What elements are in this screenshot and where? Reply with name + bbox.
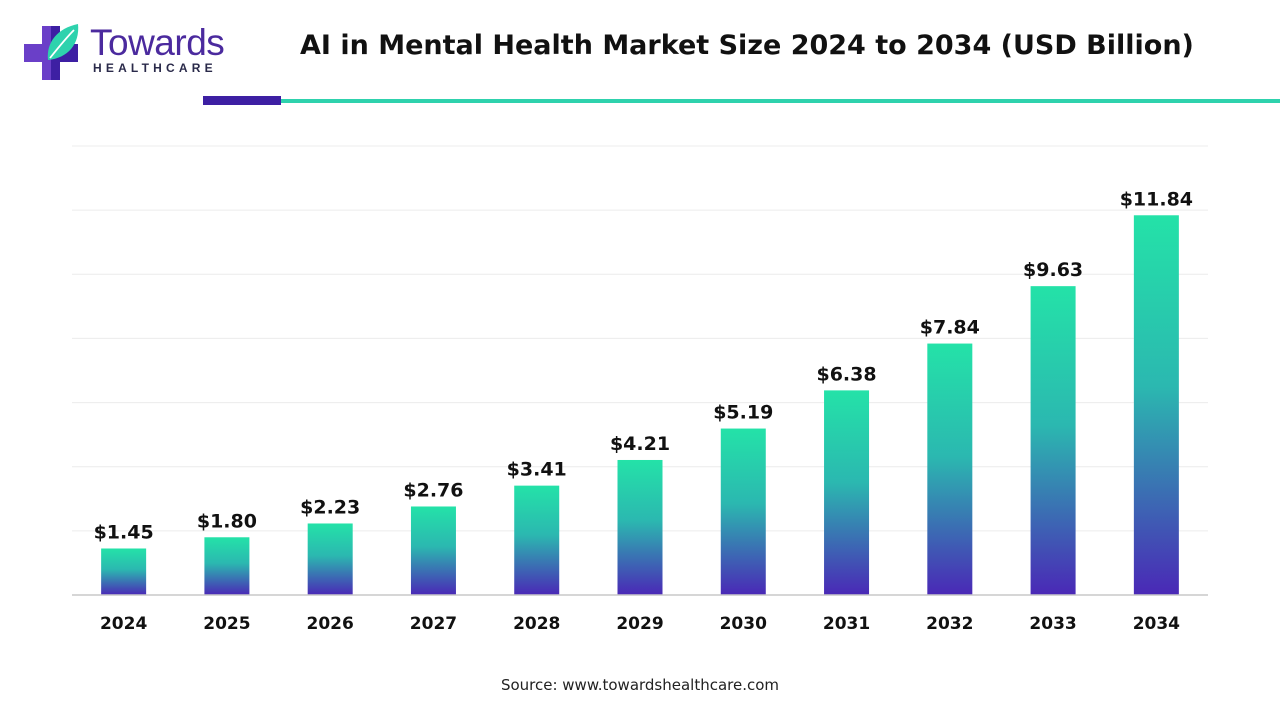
x-tick-label-2027: 2027 bbox=[410, 614, 457, 634]
data-label-2030: $5.19 bbox=[713, 402, 773, 424]
brand-subtitle: HEALTHCARE bbox=[93, 61, 217, 75]
x-tick-label-2033: 2033 bbox=[1029, 614, 1076, 634]
bar-2031 bbox=[824, 390, 870, 595]
bar-2033 bbox=[1030, 286, 1076, 595]
data-label-2033: $9.63 bbox=[1023, 259, 1083, 281]
medical-cross-leaf-icon bbox=[24, 24, 79, 80]
data-label-2026: $2.23 bbox=[300, 496, 360, 518]
data-label-2025: $1.80 bbox=[197, 510, 257, 532]
x-tick-label-2031: 2031 bbox=[823, 614, 870, 634]
x-axis-tick-labels: 2024 2025 2026 2027 2028 2029 2030 2031 2032 2033… bbox=[100, 614, 1180, 634]
data-label-2031: $6.38 bbox=[816, 363, 876, 385]
bar-2028 bbox=[514, 485, 560, 595]
x-tick-label-2030: 2030 bbox=[720, 614, 767, 634]
x-tick-label-2034: 2034 bbox=[1133, 614, 1180, 634]
bar-2034 bbox=[1133, 215, 1179, 595]
chart-title: AI in Mental Health Market Size 2024 to … bbox=[300, 30, 1194, 61]
x-tick-label-2026: 2026 bbox=[307, 614, 354, 634]
data-label-2032: $7.84 bbox=[920, 317, 980, 339]
header-accent-bar bbox=[203, 96, 281, 105]
data-label-2034: $11.84 bbox=[1120, 188, 1193, 210]
data-label-2027: $2.76 bbox=[403, 479, 463, 501]
data-label-2029: $4.21 bbox=[610, 433, 670, 455]
x-tick-label-2024: 2024 bbox=[100, 614, 147, 634]
brand-logo: Towards HEALTHCARE bbox=[20, 18, 240, 80]
source-note: Source: www.towardshealthcare.com bbox=[500, 676, 780, 694]
x-tick-label-2025: 2025 bbox=[203, 614, 250, 634]
x-tick-label-2032: 2032 bbox=[926, 614, 973, 634]
bar-2024 bbox=[101, 548, 147, 595]
bar-2029 bbox=[617, 459, 663, 595]
bar-2032 bbox=[927, 343, 973, 595]
header-divider-line bbox=[281, 99, 1280, 103]
x-tick-label-2029: 2029 bbox=[616, 614, 663, 634]
brand-name: Towards bbox=[90, 22, 225, 63]
bar-2027 bbox=[410, 506, 456, 595]
x-tick-label-2028: 2028 bbox=[513, 614, 560, 634]
bar-2026 bbox=[307, 523, 353, 595]
bars bbox=[101, 215, 1179, 595]
bar-2030 bbox=[720, 428, 766, 595]
data-labels: $1.45 $1.80 $2.23 $2.76 $3.41 $4.21 $5.19 $6.38… bbox=[94, 188, 1193, 543]
bar-2025 bbox=[204, 537, 250, 595]
data-label-2024: $1.45 bbox=[94, 521, 154, 543]
data-label-2028: $3.41 bbox=[507, 459, 567, 481]
